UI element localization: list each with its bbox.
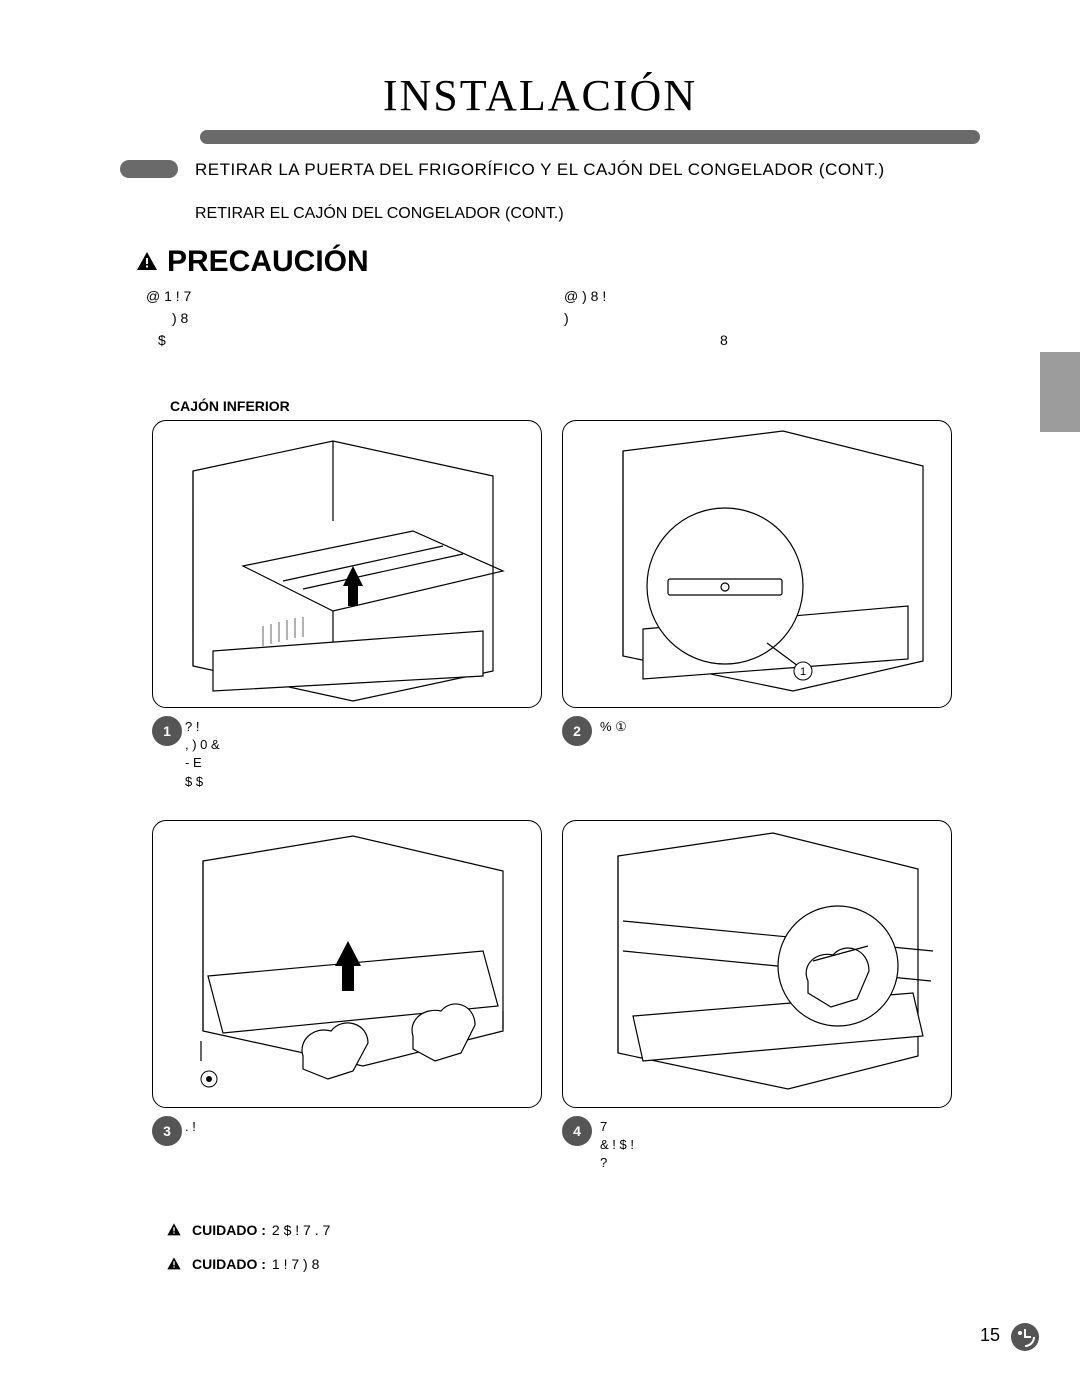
cap4-l2: & ! $ !	[600, 1136, 960, 1154]
figure-3	[152, 820, 542, 1108]
cuidado-2-text: 1 ! 7 ) 8	[272, 1256, 319, 1272]
section-bullet	[120, 160, 178, 178]
note-left-2: ) 8	[172, 310, 188, 326]
note-right-3: 8	[720, 332, 728, 348]
caption-4: 7 & ! $ ! ?	[600, 1118, 960, 1173]
caption-3: . !	[185, 1118, 515, 1136]
cap4-l3: ?	[600, 1154, 960, 1172]
note-left-1: @ 1 ! 7	[146, 288, 191, 304]
lg-logo-icon	[1010, 1322, 1040, 1352]
warning-icon	[162, 1218, 186, 1242]
section-label: CAJÓN INFERIOR	[170, 398, 290, 414]
figure-2: 1	[562, 420, 952, 708]
note-right-1: @ ) 8 !	[564, 288, 606, 304]
side-tab	[1040, 352, 1080, 432]
caption-1: ? ! , ) 0 & - E $ $	[185, 718, 545, 791]
warning-icon	[135, 250, 159, 274]
step-badge-1: 1	[152, 716, 182, 746]
cuidado-1-text: 2 $ ! 7 . 7	[272, 1222, 330, 1238]
cap3-l1: . !	[185, 1118, 515, 1136]
warning-icon	[162, 1252, 186, 1276]
cuidado-2: CUIDADO : 1 ! 7 ) 8	[162, 1252, 319, 1276]
cuidado-1: CUIDADO : 2 $ ! 7 . 7	[162, 1218, 330, 1242]
cuidado-2-label: CUIDADO :	[192, 1256, 266, 1272]
note-left-3: $	[158, 332, 166, 348]
cuidado-1-label: CUIDADO :	[192, 1222, 266, 1238]
svg-text:1: 1	[800, 666, 806, 678]
page-number: 15	[980, 1325, 1000, 1346]
caution-row: PRECAUCIÓN	[135, 245, 369, 279]
page-title: INSTALACIÓN	[0, 70, 1080, 121]
step-badge-3: 3	[152, 1116, 182, 1146]
sub-heading: RETIRAR EL CAJÓN DEL CONGELADOR (CONT.)	[195, 205, 564, 223]
divider-bar	[200, 130, 980, 144]
cap2-l1: % ①	[600, 719, 627, 734]
caution-label: PRECAUCIÓN	[167, 245, 369, 279]
step-badge-4: 4	[562, 1116, 592, 1146]
caption-2: % ①	[600, 718, 930, 736]
section-heading: RETIRAR LA PUERTA DEL FRIGORÍFICO Y EL C…	[195, 160, 885, 180]
figure-4	[562, 820, 952, 1108]
cap4-l1: 7	[600, 1118, 960, 1136]
cap1-l1: ? !	[185, 718, 545, 736]
cap1-l3: - E	[185, 754, 545, 772]
step-badge-2: 2	[562, 716, 592, 746]
cap1-l2: , ) 0 &	[185, 736, 545, 754]
note-right-2: )	[564, 310, 569, 326]
cap1-l4: $ $	[185, 773, 545, 791]
figure-1	[152, 420, 542, 708]
